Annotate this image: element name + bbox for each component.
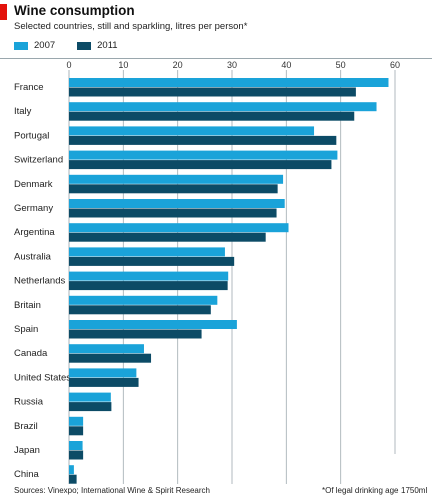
top-rule	[0, 58, 432, 59]
category-label-switzerland: Switzerland	[14, 155, 63, 166]
bar-spain-2007	[69, 320, 237, 329]
x-tick-label-30: 30	[227, 60, 237, 70]
x-tick-label-60: 60	[390, 60, 400, 70]
chart-subtitle: Selected countries, still and sparkling,…	[14, 21, 248, 32]
category-label-canada: Canada	[14, 348, 48, 359]
category-label-russia: Russia	[14, 397, 44, 408]
category-label-australia: Australia	[14, 251, 52, 262]
category-label-brazil: Brazil	[14, 421, 38, 432]
bar-japan-2007	[69, 441, 83, 450]
bar-australia-2011	[69, 256, 235, 266]
bar-united-states-2011	[69, 377, 139, 387]
legend-swatch-2011	[77, 41, 92, 50]
bar-italy-2011	[69, 111, 355, 121]
category-label-argentina: Argentina	[14, 227, 55, 238]
bar-brazil-2007	[69, 416, 84, 426]
bar-brazil-2011	[69, 426, 84, 436]
category-label-germany: Germany	[14, 203, 53, 214]
chart-title: Wine consumption	[14, 3, 135, 18]
category-label-france: France	[14, 82, 44, 93]
category-label-japan: Japan	[14, 445, 40, 456]
bar-denmark-2007	[69, 174, 284, 184]
brand-red-mark	[0, 4, 7, 20]
legend: 2007 2011	[14, 40, 140, 51]
category-label-spain: Spain	[14, 324, 38, 335]
category-label-denmark: Denmark	[14, 179, 53, 190]
x-tick-label-20: 20	[173, 60, 183, 70]
bar-france-2007	[69, 78, 389, 87]
bar-netherlands-2007	[69, 271, 229, 281]
category-label-britain: Britain	[14, 300, 41, 311]
legend-item-2007: 2007	[14, 40, 55, 51]
source-note: Sources: Vinexpo; International Wine & S…	[14, 486, 210, 495]
bar-china-2011	[69, 474, 77, 484]
bar-argentina-2011	[69, 232, 266, 242]
legend-label-2011: 2011	[97, 40, 118, 51]
bar-chart: 0 10 20 30 40 50 60 France Italy Portugal Switzerl…	[14, 60, 400, 484]
category-label-united-states: United States	[14, 372, 71, 383]
bar-britain-2011	[69, 305, 211, 315]
bar-russia-2011	[69, 402, 112, 412]
bar-germany-2007	[69, 199, 285, 208]
x-tick-label-50: 50	[336, 60, 346, 70]
legend-swatch-2007	[14, 41, 28, 50]
bar-spain-2011	[69, 329, 202, 339]
bar-japan-2011	[69, 450, 84, 460]
bar-italy-2007	[69, 102, 377, 112]
bar-france-2011	[69, 87, 356, 97]
bar-china-2007	[69, 465, 74, 475]
legend-item-2011: 2011	[77, 40, 118, 51]
bar-australia-2007	[69, 247, 225, 257]
x-tick-label-10: 10	[118, 60, 128, 70]
x-tick-label-0: 0	[66, 60, 71, 70]
bar-portugal-2007	[69, 126, 315, 136]
bar-united-states-2007	[69, 368, 137, 378]
chart-code: 1750ml	[401, 486, 428, 495]
bar-argentina-2007	[69, 223, 289, 233]
bar-britain-2007	[69, 295, 218, 305]
bar-germany-2011	[69, 208, 277, 218]
category-label-netherlands: Netherlands	[14, 276, 65, 287]
bar-switzerland-2007	[69, 150, 338, 160]
bar-canada-2007	[69, 344, 144, 354]
category-label-portugal: Portugal	[14, 130, 49, 141]
bar-portugal-2011	[69, 135, 337, 145]
x-tick-label-40: 40	[281, 60, 291, 70]
category-label-italy: Italy	[14, 106, 32, 117]
category-label-china: China	[14, 469, 40, 480]
bar-denmark-2011	[69, 184, 278, 194]
bar-canada-2011	[69, 353, 152, 363]
bar-russia-2007	[69, 392, 111, 402]
bar-netherlands-2011	[69, 281, 228, 291]
bar-switzerland-2011	[69, 160, 332, 170]
legend-label-2007: 2007	[34, 40, 56, 51]
footnote: *Of legal drinking age	[322, 486, 399, 495]
